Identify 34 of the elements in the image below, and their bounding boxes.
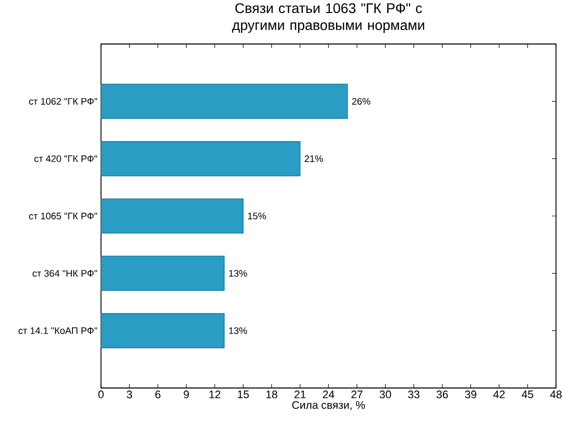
y-tick-label: ст 1062 "ГК РФ" (29, 98, 98, 105)
x-tick-label: 6 (155, 390, 160, 398)
bar (100, 256, 225, 291)
x-tick-label: 18 (266, 390, 278, 398)
x-tick-label: 21 (294, 390, 306, 398)
x-tick-label: 15 (238, 390, 249, 398)
bar (100, 313, 225, 348)
bar (100, 198, 244, 234)
x-tick-label: 3 (126, 390, 132, 398)
data-label: 26% (352, 98, 370, 105)
data-label: 15% (248, 212, 266, 220)
x-tick-label: 45 (522, 390, 534, 398)
data-label: 21% (304, 155, 323, 162)
x-tick-label: 27 (351, 390, 362, 398)
x-tick-label: 36 (436, 390, 448, 398)
y-tick-label: ст 420 "ГК РФ" (34, 155, 98, 162)
x-tick-label: 39 (465, 390, 476, 398)
x-tick-label: 48 (550, 390, 562, 398)
bar (100, 84, 348, 119)
x-tick-label: 12 (209, 390, 220, 398)
y-tick-label: ст 14.1 "КоАП РФ" (18, 327, 98, 334)
data-label: 13% (229, 270, 248, 277)
x-tick-label: 9 (184, 390, 189, 398)
bar (100, 141, 300, 176)
chart-title: Связи статьи 1063 "ГК РФ" с другими правовыми нормами (232, 3, 424, 33)
data-label: 13% (229, 327, 248, 334)
x-tick-label: 42 (493, 390, 505, 398)
x-tick-label: 0 (98, 390, 104, 398)
y-tick-label: ст 1065 "ГК РФ" (29, 212, 98, 220)
x-axis-title: Сила связи, % (292, 401, 365, 410)
x-tick-label: 24 (322, 390, 334, 398)
x-tick-label: 33 (408, 390, 420, 398)
x-tick-label: 30 (380, 390, 392, 398)
y-tick-label: ст 364 "НК РФ" (32, 270, 98, 277)
